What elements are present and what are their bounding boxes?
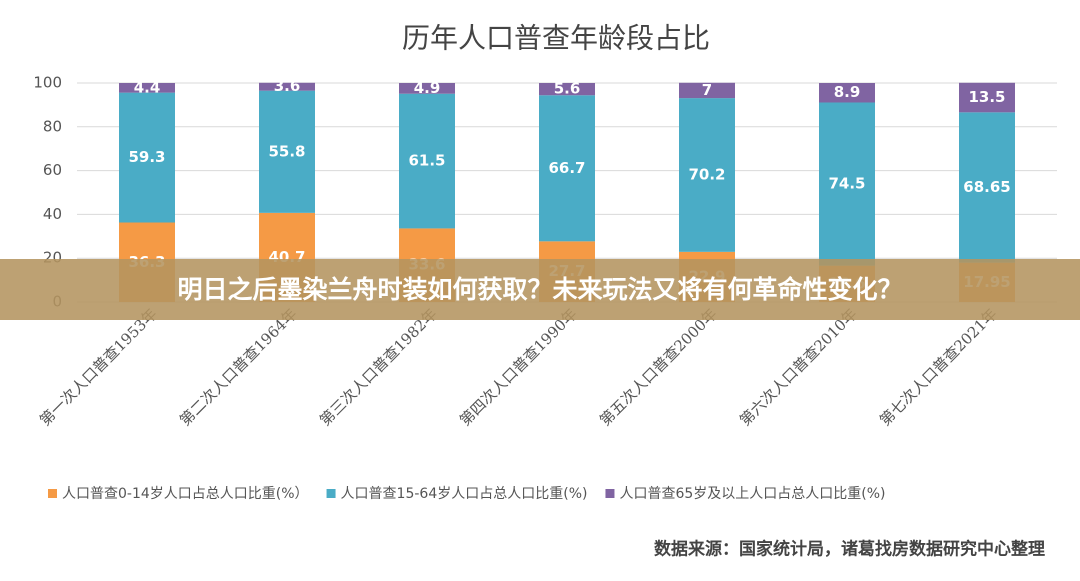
data-label: 66.7 <box>548 159 585 177</box>
legend-label: 人口普查15-64岁人口占总人口比重(%) <box>341 486 588 502</box>
banner-text: 明日之后墨染兰舟时装如何获取？未来玩法又将有何革命性变化？ <box>177 275 902 304</box>
y-tick-label: 60 <box>43 161 62 179</box>
data-label: 68.65 <box>963 178 1010 196</box>
y-tick-label: 40 <box>43 205 62 223</box>
data-label: 61.5 <box>408 152 445 170</box>
bar-segment <box>819 102 875 266</box>
y-tick-label: 80 <box>43 117 62 135</box>
bar-segment <box>399 93 455 229</box>
bar-segment <box>119 83 175 93</box>
data-label: 8.9 <box>834 83 861 101</box>
source-note: 数据来源：国家统计局，诸葛找房数据研究中心整理 <box>654 539 1045 560</box>
data-label: 74.5 <box>828 175 865 193</box>
legend-swatch <box>326 489 336 498</box>
banner <box>0 259 1080 320</box>
bar-segment <box>539 95 595 242</box>
bar-segment <box>539 83 595 96</box>
legend-swatch <box>48 489 57 498</box>
bar-segment <box>119 92 175 223</box>
bar-segment <box>819 83 875 103</box>
data-label: 59.3 <box>128 148 165 166</box>
data-label: 3.6 <box>274 77 301 95</box>
legend-label: 人口普查0-14岁人口占总人口比重(%） <box>62 486 309 502</box>
bar-segment <box>259 82 315 91</box>
bar-segment <box>959 112 1015 263</box>
data-label: 5.6 <box>554 80 581 98</box>
y-tick-label: 100 <box>33 74 62 92</box>
chart-title: 历年人口普查年龄段占比 <box>402 22 710 55</box>
bar-segment <box>679 82 735 99</box>
data-label: 13.5 <box>968 88 1005 106</box>
data-label: 7 <box>702 81 712 99</box>
bar-segment <box>399 83 455 94</box>
bar-segment <box>259 90 315 213</box>
legend: 人口普查0-14岁人口占总人口比重(%） 人口普查15-64岁人口占总人口比重(%… <box>48 486 886 502</box>
data-label: 4.4 <box>134 78 161 96</box>
data-label: 70.2 <box>688 165 725 183</box>
bar-segment <box>959 82 1015 113</box>
legend-swatch <box>605 489 615 498</box>
data-label: 4.9 <box>414 79 441 97</box>
bar-segment <box>679 98 735 252</box>
legend-label: 人口普查65岁及以上人口占总人口比重(%) <box>619 486 885 502</box>
data-label: 55.8 <box>268 142 305 160</box>
